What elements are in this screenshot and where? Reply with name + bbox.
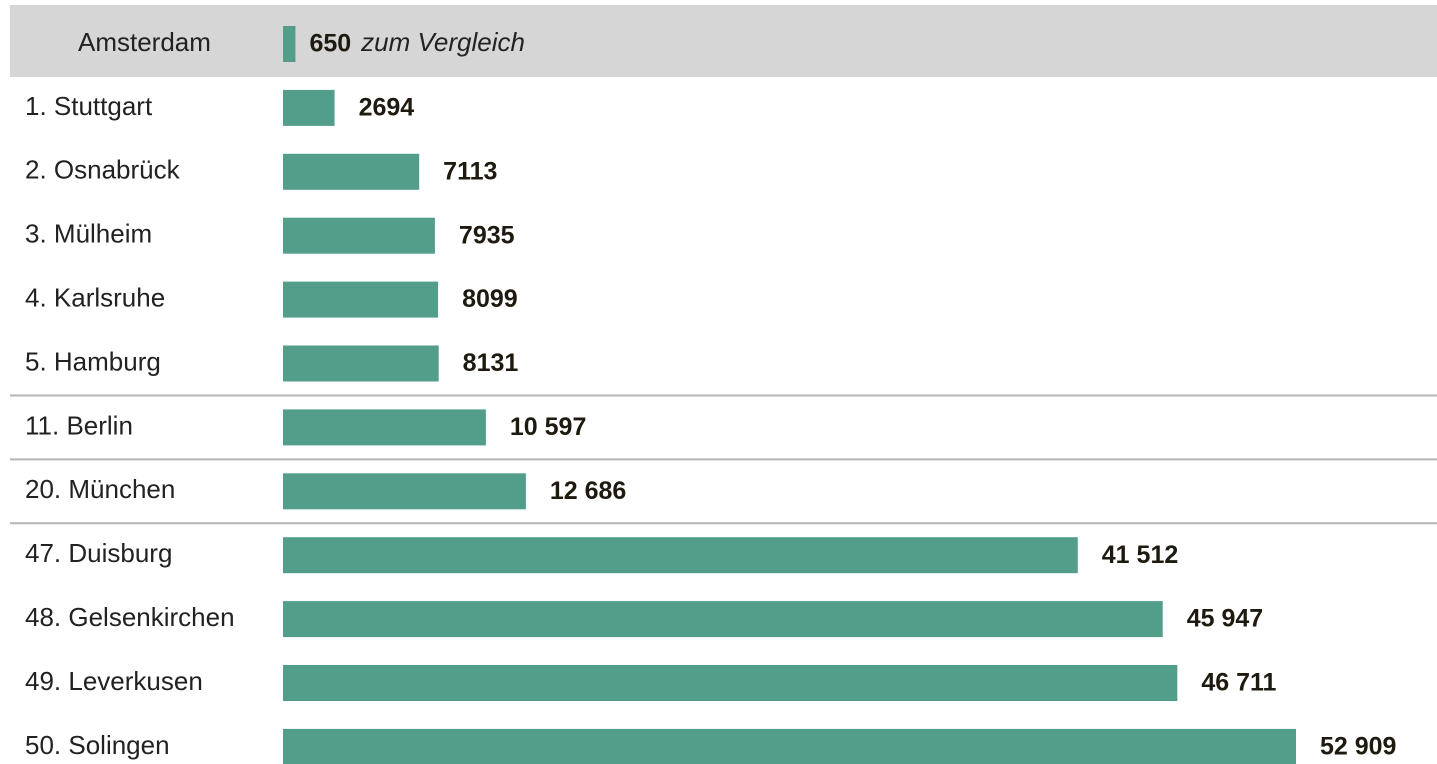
category-label: 49. Leverkusen (25, 666, 203, 696)
category-label: 5. Hamburg (25, 346, 161, 376)
bar (283, 26, 296, 62)
bar (283, 89, 335, 126)
category-label: 20. München (25, 474, 175, 504)
category-label: 3. Mülheim (25, 219, 152, 249)
bar (283, 217, 435, 254)
reference-row-background (10, 5, 1437, 77)
value-label: 12 686 (550, 477, 626, 505)
value-label: 2694 (359, 94, 415, 122)
value-label: 8099 (462, 285, 518, 313)
bar (283, 473, 526, 510)
bar (283, 153, 420, 190)
category-label: 48. Gelsenkirchen (25, 602, 235, 632)
bar (283, 409, 486, 446)
value-label: 8131 (463, 349, 519, 377)
category-label: Amsterdam (78, 27, 211, 57)
value-label: 52 909 (1320, 733, 1396, 761)
value-label: 650 (309, 30, 351, 58)
category-label: 1. Stuttgart (25, 91, 153, 121)
value-label: 45 947 (1187, 605, 1263, 633)
value-label: 10 597 (510, 413, 586, 441)
category-label: 47. Duisburg (25, 538, 172, 568)
bar (283, 345, 439, 382)
category-label: 11. Berlin (25, 410, 133, 440)
category-label: 4. Karlsruhe (25, 282, 165, 312)
bar (283, 281, 439, 318)
value-label: 46 711 (1201, 669, 1276, 697)
category-label: 50. Solingen (25, 730, 170, 760)
value-label: 7113 (443, 157, 497, 185)
category-label: 2. Osnabrück (25, 155, 181, 185)
bar (283, 728, 1296, 764)
value-label: 41 512 (1102, 541, 1178, 569)
bar (283, 601, 1163, 638)
bar (283, 537, 1078, 574)
bar (283, 665, 1178, 701)
value-label: 7935 (459, 221, 515, 249)
annotation: zum Vergleich (360, 27, 525, 57)
